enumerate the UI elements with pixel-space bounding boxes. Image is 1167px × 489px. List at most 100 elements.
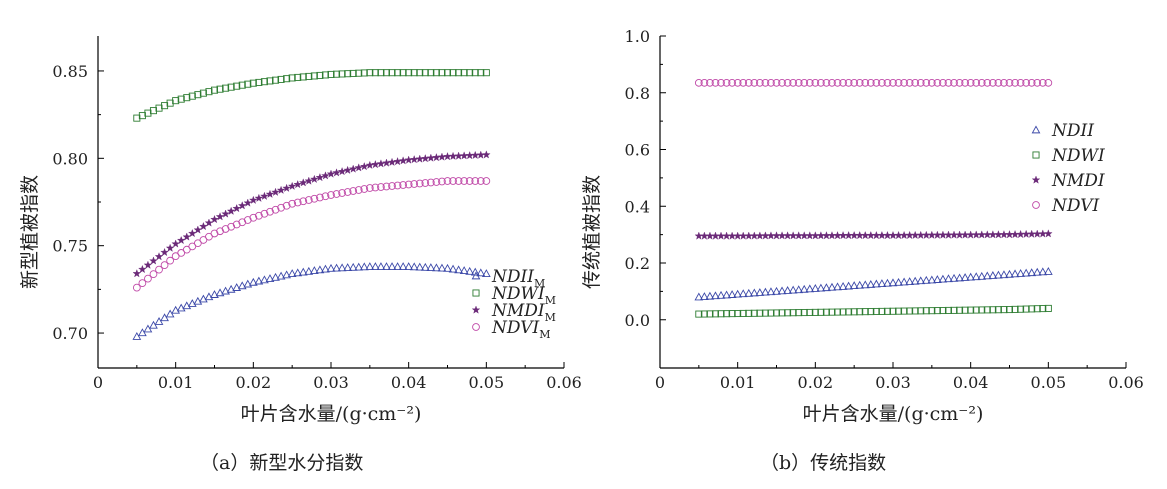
data-point — [437, 152, 447, 161]
data-point — [382, 262, 391, 270]
data-point — [910, 276, 920, 285]
data-point — [916, 276, 926, 285]
x-tick-label: 0.04 — [953, 373, 989, 392]
data-point — [371, 183, 380, 192]
data-point — [756, 309, 764, 317]
data-point — [249, 213, 258, 222]
data-point — [221, 225, 230, 233]
data-point — [260, 209, 269, 218]
y-axis-label: 新型植被指数 — [19, 175, 41, 289]
data-point — [1005, 269, 1014, 278]
data-point — [933, 78, 942, 87]
data-point — [844, 78, 853, 87]
data-point — [415, 154, 425, 163]
data-point — [276, 185, 286, 194]
data-point — [288, 74, 296, 82]
data-point — [1039, 305, 1047, 313]
data-point — [149, 107, 157, 115]
data-point — [298, 267, 308, 276]
data-point — [405, 69, 413, 77]
data-point — [443, 69, 452, 77]
data-point — [711, 291, 720, 300]
data-point — [833, 78, 842, 87]
legend-marker-ndwi — [472, 289, 480, 297]
data-point — [1016, 269, 1025, 277]
data-point — [733, 78, 742, 87]
data-point — [961, 306, 969, 314]
data-point — [789, 309, 797, 317]
data-point — [437, 263, 447, 272]
data-point — [371, 160, 380, 169]
data-point — [321, 171, 330, 180]
x-tick-label: 0.05 — [1031, 373, 1067, 392]
data-point — [816, 283, 826, 292]
data-point — [204, 218, 214, 227]
data-point — [455, 69, 463, 77]
data-point — [855, 280, 865, 289]
data-point — [226, 284, 236, 293]
data-point — [304, 196, 313, 204]
data-point — [143, 260, 153, 269]
data-point — [338, 70, 346, 78]
data-point — [955, 273, 964, 282]
data-point — [377, 69, 385, 77]
data-point — [199, 294, 208, 303]
data-point — [216, 85, 224, 93]
data-point — [833, 282, 842, 291]
data-point — [359, 162, 369, 171]
data-point — [1011, 78, 1019, 87]
x-tick-label: 0 — [655, 373, 665, 392]
data-point — [199, 236, 208, 244]
data-point — [834, 308, 842, 316]
data-point — [1017, 305, 1025, 313]
data-point — [310, 174, 319, 183]
data-point — [199, 221, 208, 231]
data-point — [388, 182, 396, 190]
data-point — [182, 245, 191, 254]
data-point — [839, 78, 847, 87]
data-point — [221, 286, 230, 295]
data-point — [927, 78, 936, 87]
data-point — [332, 168, 341, 177]
data-point — [939, 78, 947, 87]
data-point — [282, 270, 291, 279]
data-point — [1038, 267, 1048, 276]
data-point — [894, 78, 903, 87]
data-point — [877, 279, 887, 288]
data-point — [221, 209, 230, 218]
data-point — [911, 307, 919, 315]
data-point — [132, 269, 142, 278]
data-point — [795, 309, 803, 317]
data-point — [778, 309, 786, 317]
data-point — [739, 309, 747, 317]
data-point — [309, 266, 319, 274]
data-point — [917, 307, 925, 315]
data-point — [277, 203, 285, 212]
data-point — [355, 69, 363, 77]
data-point — [805, 78, 814, 87]
data-point — [899, 277, 909, 286]
data-point — [944, 274, 953, 283]
data-point — [183, 94, 191, 102]
data-point — [272, 76, 280, 84]
data-point — [784, 309, 792, 317]
data-point — [327, 191, 335, 199]
data-point — [304, 176, 314, 185]
data-point — [426, 153, 436, 162]
data-point — [481, 269, 491, 277]
data-point — [706, 310, 714, 318]
data-point — [971, 272, 981, 281]
data-point — [844, 281, 853, 290]
data-point — [210, 229, 219, 238]
legend: NDII NDWI NMDI NDVI — [1031, 121, 1105, 216]
data-point — [293, 179, 303, 189]
data-point — [761, 287, 770, 296]
data-point — [382, 182, 391, 191]
data-point — [194, 91, 202, 99]
data-point — [944, 78, 953, 87]
data-point — [298, 178, 308, 187]
data-point — [360, 185, 369, 193]
data-point — [722, 290, 731, 299]
data-point — [1044, 229, 1053, 238]
